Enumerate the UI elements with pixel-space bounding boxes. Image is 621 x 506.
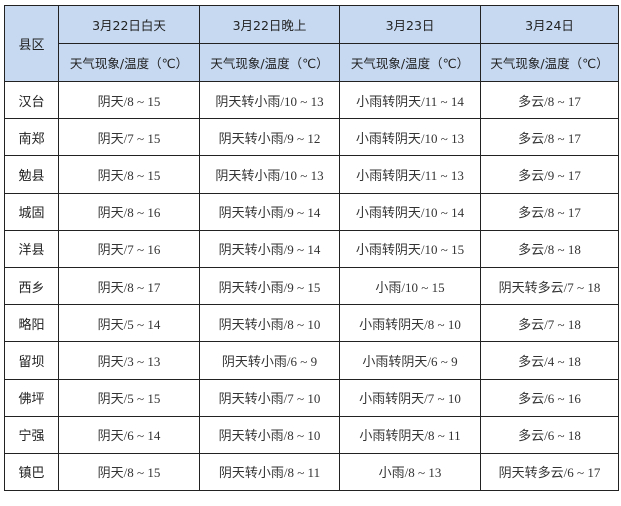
table-row: 留坝 阴天/3 ~ 13 阴天转小雨/6 ~ 9 小雨转阴天/6 ~ 9 多云/4 ~ … [4,341,619,380]
forecast-cell: 阴天转小雨/10 ~ 13 [199,80,340,120]
county-cell: 略阳 [4,304,59,343]
forecast-cell: 小雨转阴天/10 ~ 14 [339,192,481,231]
forecast-cell: 小雨/10 ~ 15 [339,266,481,306]
forecast-cell: 小雨转阴天/7 ~ 10 [339,378,481,417]
forecast-cell: 阴天/3 ~ 13 [58,341,200,380]
forecast-cell: 阴天/8 ~ 16 [58,192,200,231]
sub-header: 天气现象/温度（℃） [199,43,340,82]
forecast-cell: 阴天转小雨/8 ~ 10 [199,304,340,343]
table-row: 佛坪 阴天/5 ~ 15 阴天转小雨/7 ~ 10 小雨转阴天/7 ~ 10 多云/6 … [4,378,619,417]
forecast-cell: 阴天转多云/6 ~ 17 [480,452,619,492]
table-row: 南郑 阴天/7 ~ 15 阴天转小雨/9 ~ 12 小雨转阴天/10 ~ 13 多云/8… [4,118,619,157]
date-header: 3月22日白天 [58,5,200,44]
county-cell: 汉台 [4,80,59,120]
forecast-cell: 小雨转阴天/6 ~ 9 [339,341,481,380]
table-row: 宁强 阴天/6 ~ 14 阴天转小雨/8 ~ 10 小雨转阴天/8 ~ 11 多云/6 … [4,415,619,454]
forecast-cell: 小雨转阴天/10 ~ 15 [339,229,481,268]
table-row: 西乡 阴天/8 ~ 17 阴天转小雨/9 ~ 15 小雨/10 ~ 15 阴天转多云/7… [4,266,619,306]
sub-header: 天气现象/温度（℃） [339,43,481,82]
header-row-sub: 天气现象/温度（℃） 天气现象/温度（℃） 天气现象/温度（℃） 天气现象/温度… [5,43,619,82]
county-cell: 南郑 [4,118,59,157]
table-row: 洋县 阴天/7 ~ 16 阴天转小雨/9 ~ 14 小雨转阴天/10 ~ 15 多云/8… [4,229,619,268]
forecast-cell: 阴天转小雨/9 ~ 14 [199,229,340,268]
forecast-cell: 多云/8 ~ 17 [480,80,619,120]
forecast-cell: 多云/7 ~ 18 [480,304,619,343]
sub-header: 天气现象/温度（℃） [480,43,619,82]
forecast-cell: 阴天/5 ~ 14 [58,304,200,343]
county-cell: 佛坪 [4,378,59,417]
forecast-cell: 多云/8 ~ 18 [480,229,619,268]
forecast-cell: 阴天/7 ~ 16 [58,229,200,268]
forecast-cell: 小雨转阴天/11 ~ 14 [339,80,481,120]
county-cell: 西乡 [4,266,59,306]
forecast-cell: 阴天转小雨/7 ~ 10 [199,378,340,417]
forecast-cell: 阴天/8 ~ 15 [58,155,200,194]
forecast-cell: 阴天/8 ~ 17 [58,266,200,306]
table-row: 略阳 阴天/5 ~ 14 阴天转小雨/8 ~ 10 小雨转阴天/8 ~ 10 多云/7 … [4,304,619,343]
forecast-cell: 阴天/8 ~ 15 [58,80,200,120]
forecast-cell: 阴天转小雨/9 ~ 12 [199,118,340,157]
county-cell: 洋县 [4,229,59,268]
forecast-cell: 多云/6 ~ 18 [480,415,619,454]
table-row: 城固 阴天/8 ~ 16 阴天转小雨/9 ~ 14 小雨转阴天/10 ~ 14 多云/8… [4,192,619,231]
county-cell: 勉县 [4,155,59,194]
county-cell: 宁强 [4,415,59,454]
table-row: 汉台 阴天/8 ~ 15 阴天转小雨/10 ~ 13 小雨转阴天/11 ~ 14 多云/… [4,80,619,120]
table-row: 勉县 阴天/8 ~ 15 阴天转小雨/10 ~ 13 小雨转阴天/11 ~ 13 多云/… [4,155,619,194]
forecast-cell: 阴天转多云/7 ~ 18 [480,266,619,306]
forecast-cell: 阴天/7 ~ 15 [58,118,200,157]
sub-header: 天气现象/温度（℃） [58,43,200,82]
forecast-cell: 小雨转阴天/8 ~ 10 [339,304,481,343]
county-cell: 留坝 [4,341,59,380]
header-row-dates: 县区 3月22日白天 3月22日晚上 3月23日 3月24日 [4,5,619,82]
forecast-cell: 多云/9 ~ 17 [480,155,619,194]
forecast-cell: 多云/8 ~ 17 [480,118,619,157]
forecast-cell: 小雨/8 ~ 13 [339,452,481,492]
forecast-cell: 阴天转小雨/8 ~ 11 [199,452,340,492]
forecast-cell: 小雨转阴天/10 ~ 13 [339,118,481,157]
county-cell: 镇巴 [4,452,59,492]
forecast-cell: 多云/8 ~ 17 [480,192,619,231]
weather-forecast-table: 县区 3月22日白天 3月22日晚上 3月23日 3月24日 天气现象/温度（℃… [4,5,619,492]
forecast-cell: 阴天/5 ~ 15 [58,378,200,417]
forecast-cell: 多云/6 ~ 16 [480,378,619,417]
date-header: 3月24日 [480,5,619,44]
county-cell: 城固 [4,192,59,231]
forecast-cell: 阴天转小雨/9 ~ 15 [199,266,340,306]
county-header: 县区 [4,5,59,82]
forecast-cell: 阴天转小雨/8 ~ 10 [199,415,340,454]
date-header: 3月23日 [339,5,481,44]
date-header: 3月22日晚上 [199,5,340,44]
forecast-cell: 小雨转阴天/8 ~ 11 [339,415,481,454]
forecast-cell: 阴天转小雨/6 ~ 9 [199,341,340,380]
forecast-cell: 小雨转阴天/11 ~ 13 [339,155,481,194]
table-row: 镇巴 阴天/8 ~ 15 阴天转小雨/8 ~ 11 小雨/8 ~ 13 阴天转多云/6 … [4,452,619,492]
forecast-cell: 阴天/8 ~ 15 [58,452,200,492]
forecast-cell: 阴天转小雨/9 ~ 14 [199,192,340,231]
forecast-cell: 阴天/6 ~ 14 [58,415,200,454]
forecast-cell: 多云/4 ~ 18 [480,341,619,380]
forecast-cell: 阴天转小雨/10 ~ 13 [199,155,340,194]
